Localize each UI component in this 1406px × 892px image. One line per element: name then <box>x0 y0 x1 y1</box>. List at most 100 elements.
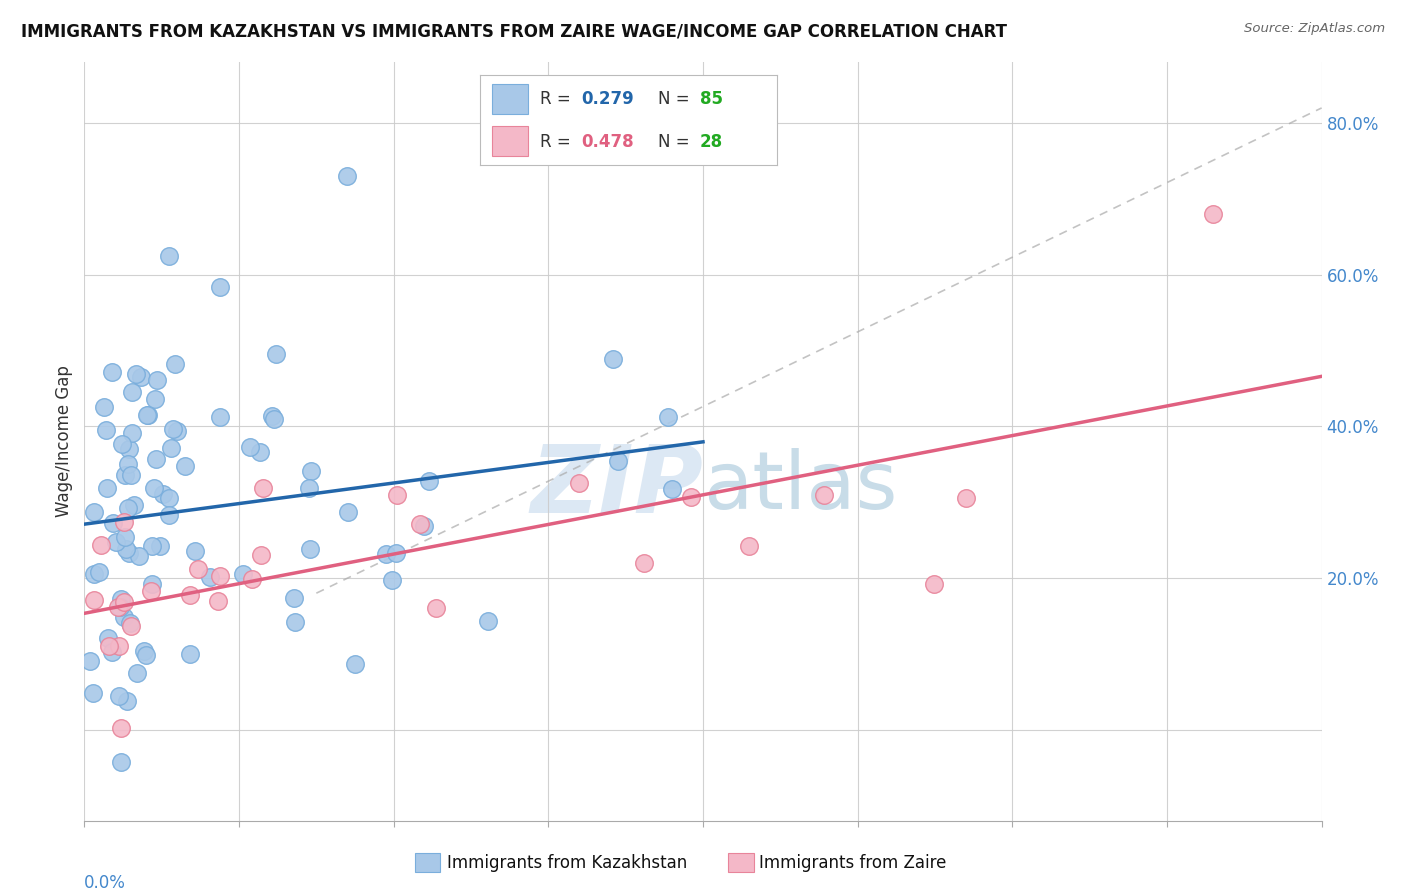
Point <box>143 392 166 406</box>
Point <box>264 347 287 361</box>
Point <box>813 488 835 502</box>
Point <box>263 412 285 426</box>
Point <box>157 249 180 263</box>
Point <box>125 368 148 382</box>
Text: IMMIGRANTS FROM KAZAKHSTAN VS IMMIGRANTS FROM ZAIRE WAGE/INCOME GAP CORRELATION : IMMIGRANTS FROM KAZAKHSTAN VS IMMIGRANTS… <box>21 22 1007 40</box>
Point <box>97 631 120 645</box>
Point <box>124 499 146 513</box>
Point <box>207 594 229 608</box>
Point <box>209 280 232 294</box>
Point <box>120 619 142 633</box>
Point <box>409 516 432 531</box>
Point <box>96 481 118 495</box>
Point <box>283 591 305 605</box>
Text: ZIP: ZIP <box>530 441 703 533</box>
Text: Immigrants from Zaire: Immigrants from Zaire <box>759 854 946 871</box>
Point <box>661 482 683 496</box>
Point <box>160 442 183 456</box>
Point <box>239 441 262 455</box>
Point <box>79 654 101 668</box>
Point <box>477 614 499 628</box>
Point <box>136 408 159 422</box>
Point <box>209 569 232 583</box>
Point <box>101 645 124 659</box>
Point <box>128 549 150 563</box>
Point <box>114 468 136 483</box>
Point <box>955 491 977 506</box>
Point <box>385 546 408 560</box>
Point <box>299 541 322 556</box>
Point <box>187 562 209 576</box>
Point <box>111 437 134 451</box>
Point <box>184 544 207 558</box>
Point <box>924 577 946 591</box>
Point <box>412 518 434 533</box>
Point <box>148 539 170 553</box>
Point <box>110 600 132 615</box>
Point <box>198 570 221 584</box>
Point <box>606 453 628 467</box>
Y-axis label: Wage/Income Gap: Wage/Income Gap <box>55 366 73 517</box>
Point <box>104 535 127 549</box>
Point <box>114 541 136 556</box>
Point <box>112 595 135 609</box>
Point <box>301 464 323 478</box>
Text: Immigrants from Kazakhstan: Immigrants from Kazakhstan <box>447 854 688 871</box>
Point <box>141 539 163 553</box>
Point <box>1202 207 1225 221</box>
Text: atlas: atlas <box>703 448 897 526</box>
Point <box>249 548 271 562</box>
Point <box>173 458 195 473</box>
Point <box>82 686 104 700</box>
Point <box>114 609 136 624</box>
Point <box>107 600 129 615</box>
Point <box>385 488 408 502</box>
Point <box>108 689 131 703</box>
Point <box>121 385 143 400</box>
Point <box>94 423 117 437</box>
Point <box>381 573 404 587</box>
Point <box>118 442 141 456</box>
Point <box>165 357 187 371</box>
Point <box>162 422 184 436</box>
Point <box>249 445 271 459</box>
Point <box>375 548 398 562</box>
Point <box>240 573 263 587</box>
Point <box>602 351 624 366</box>
Text: 0.0%: 0.0% <box>84 874 127 892</box>
Point <box>93 400 115 414</box>
Point <box>337 505 360 519</box>
Point <box>262 409 284 423</box>
Point <box>100 365 122 379</box>
Point <box>117 501 139 516</box>
Point <box>115 693 138 707</box>
Point <box>112 516 135 530</box>
Point <box>679 490 702 504</box>
Point <box>738 539 761 553</box>
Point <box>179 647 201 661</box>
Point <box>142 481 165 495</box>
Text: Source: ZipAtlas.com: Source: ZipAtlas.com <box>1244 22 1385 36</box>
Point <box>657 409 679 424</box>
Point <box>568 475 591 490</box>
Point <box>108 640 131 654</box>
Point <box>209 410 232 425</box>
Point <box>141 576 163 591</box>
Point <box>134 644 156 658</box>
Point <box>83 593 105 607</box>
Point <box>343 657 366 671</box>
Point <box>121 467 143 482</box>
Point <box>98 640 121 654</box>
Point <box>131 370 153 384</box>
Point <box>145 452 167 467</box>
Point <box>117 546 139 560</box>
Point <box>152 486 174 500</box>
Point <box>125 665 148 680</box>
Point <box>633 556 655 570</box>
Point <box>418 475 440 489</box>
Point <box>425 601 447 615</box>
Point <box>117 457 139 471</box>
Point <box>179 588 201 602</box>
Point <box>298 481 321 495</box>
Point <box>336 169 359 184</box>
